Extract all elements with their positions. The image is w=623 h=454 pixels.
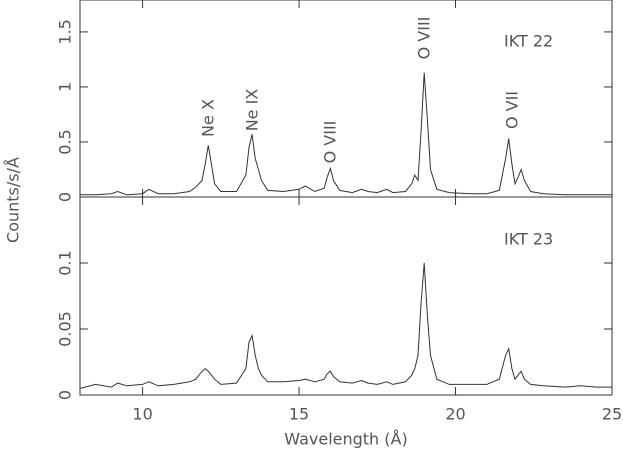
y-tick-label: 0 (56, 192, 75, 202)
y-tick-label: 1.5 (56, 19, 75, 44)
spectrum-line (80, 72, 612, 196)
panel-frame (79, 196, 613, 396)
y-tick-label: 0.1 (56, 250, 75, 275)
x-tick-label: 15 (289, 405, 309, 424)
line-annotation: Ne X (199, 99, 218, 137)
y-axis-label: Counts/s/Å (4, 157, 23, 243)
y-tick-label: 0.05 (56, 311, 75, 347)
line-annotation: O VIII (321, 121, 340, 164)
panel-label: IKT 22 (504, 32, 553, 51)
y-tick-label: 1 (56, 82, 75, 92)
x-tick-label: 25 (602, 405, 622, 424)
y-tick-label: 0 (56, 390, 75, 400)
line-annotation: O VIII (415, 17, 434, 60)
line-annotation: O VII (503, 91, 522, 129)
spectrum-line (79, 262, 612, 389)
line-annotation: Ne IX (243, 89, 262, 132)
panel-frame (79, 0, 613, 198)
x-tick-label: 20 (445, 405, 465, 424)
x-tick-label: 10 (132, 405, 152, 424)
panel-label: IKT 23 (504, 230, 553, 249)
y-tick-label: 0.5 (56, 129, 75, 154)
x-axis-label: Wavelength (Å) (284, 430, 407, 449)
